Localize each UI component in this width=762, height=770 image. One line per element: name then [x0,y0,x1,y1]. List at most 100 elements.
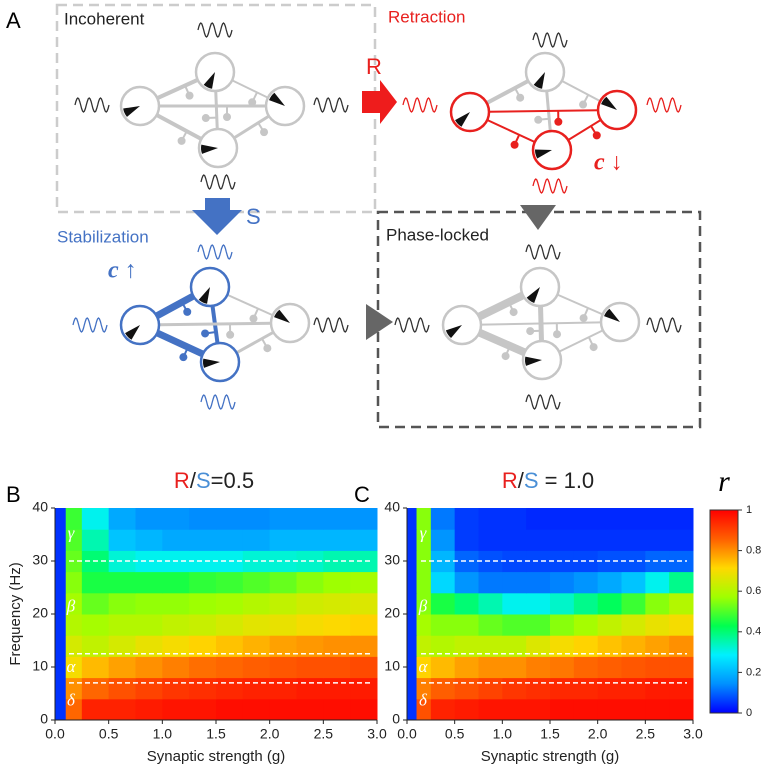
heat-cell [189,550,217,573]
wave [313,97,349,113]
heat-cell [478,698,503,721]
synapse-head [248,98,257,107]
colorbar-tick-label: 1 [746,504,752,516]
panel-letter: C [354,482,370,507]
heat-cell [478,614,503,636]
synapse-head [260,128,269,137]
heat-cell [135,508,163,530]
heat-cell [323,592,351,615]
heat-cell [669,677,694,700]
panel-letter: A [6,8,21,33]
wave [74,97,110,113]
heat-cell [573,656,599,679]
colorbar-label: r [718,465,730,498]
synapse-head [179,353,188,362]
heat-cell [502,571,527,594]
phase [274,309,290,323]
heat-cell [526,614,551,636]
heat-cell [430,614,456,636]
heat-cell [189,592,217,615]
heat-cell [81,614,110,636]
heat-cell [645,508,670,530]
heat-cell [454,614,479,636]
heat-cell [526,635,551,657]
heat-cell [162,592,190,615]
heat-cell [108,698,136,721]
heat-cell [269,550,297,573]
heat-cell [502,677,527,700]
heat-cell [216,529,244,551]
panel-letter: B [6,482,21,507]
heat-cell [407,677,418,700]
heat-cell [296,635,324,657]
y-tick-label: 40 [384,499,400,515]
heat-cell [669,656,694,679]
synapse-head [501,352,510,361]
phase [455,112,470,127]
colorbar [709,509,739,714]
heat-cell [621,571,646,594]
heat-cell [407,508,418,530]
band-label: α [67,657,77,676]
heat-cell [416,614,432,636]
phase [203,358,220,368]
wave [532,178,568,194]
band-label: γ [420,523,428,542]
arrow-label: R [366,54,382,79]
wave [525,244,561,260]
heat-cell [669,592,694,615]
colorbar-tick-label: 0.4 [746,626,761,638]
heat-cell [430,677,456,700]
x-tick-label: 2.5 [314,726,334,742]
heat-cell [65,571,83,594]
heat-cell [621,698,646,721]
heat-cell [189,614,217,636]
chart-title: R/S=0.5 [174,468,254,493]
heat-cell [350,656,378,679]
heat-cell [296,614,324,636]
heat-cell [430,550,456,573]
heat-cell [216,508,244,530]
synapse-head [553,330,562,339]
heat-cell [350,698,378,721]
phase [535,149,552,159]
heat-cell [135,614,163,636]
heat-cell [430,571,456,594]
wave [200,174,236,190]
heat-cell [597,592,622,615]
heat-cell [162,571,190,594]
heat-cell [108,550,136,573]
heat-cell [407,656,418,679]
heat-cell [454,529,479,551]
heat-cell [108,614,136,636]
heat-cell [478,571,503,594]
phase [123,106,140,117]
y-axis-label: Frequency (Hz) [7,562,24,665]
x-tick-label: 3.0 [367,726,387,742]
synapse-head [579,100,588,109]
heat-cell [550,571,575,594]
heat-cell [526,677,551,700]
heat-cell [416,529,432,551]
band-label: δ [67,690,76,709]
y-tick-label: 10 [32,658,48,674]
heat-cell [108,508,136,530]
title-part: = 1.0 [539,468,595,493]
heat-cell [135,656,163,679]
x-tick-label: 2.0 [588,726,608,742]
heat-cell [189,529,217,551]
heat-cell [216,698,244,721]
heat-cell [621,529,646,551]
heat-cell [454,571,479,594]
x-tick-label: 0.5 [445,726,465,742]
heat-cell [296,571,324,594]
synapse-head [526,327,535,336]
heat-cell [269,571,297,594]
heat-cell [550,656,575,679]
phase [533,72,545,89]
colorbar-tick-label: 0.2 [746,666,761,678]
heat-cell [669,529,694,551]
heat-cell [323,508,351,530]
heat-cell [65,592,83,615]
heat-cell [65,656,83,679]
